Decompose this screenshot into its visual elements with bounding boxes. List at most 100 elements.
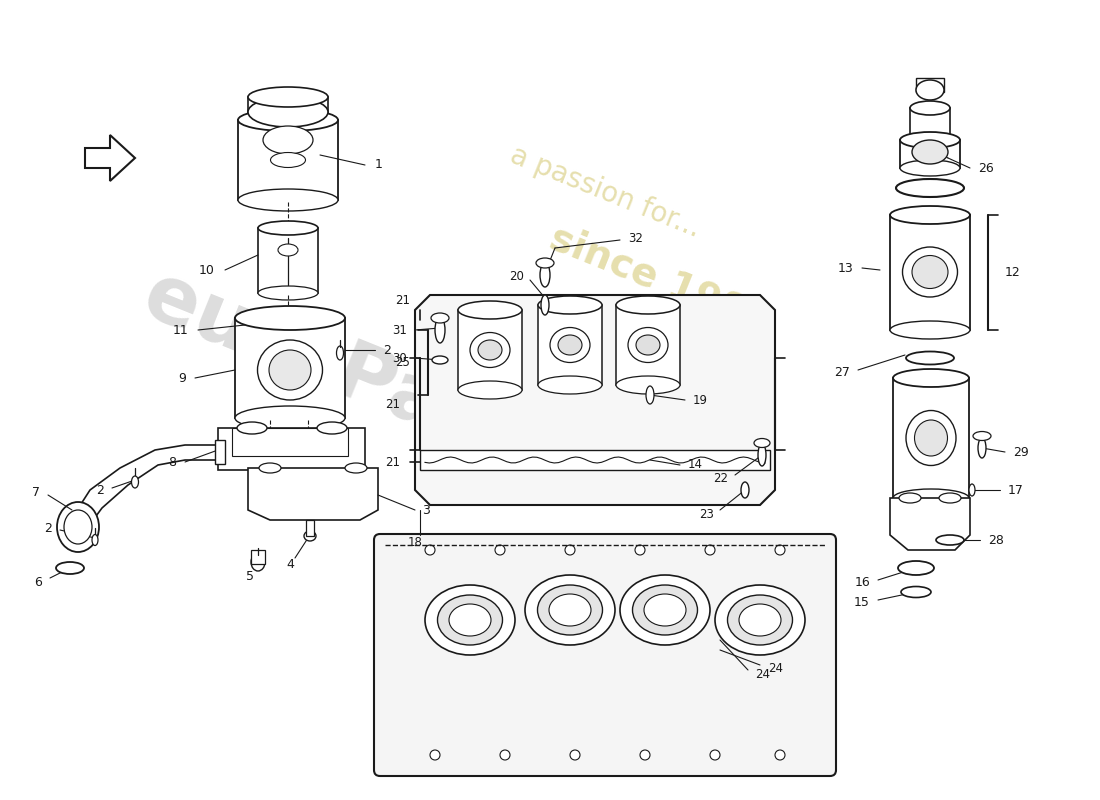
Ellipse shape <box>900 160 960 176</box>
Polygon shape <box>415 295 776 505</box>
Bar <box>420 450 770 470</box>
Ellipse shape <box>500 750 510 760</box>
Ellipse shape <box>538 296 602 314</box>
Text: 30: 30 <box>393 351 407 365</box>
Text: 15: 15 <box>854 597 870 610</box>
Text: 11: 11 <box>173 323 188 337</box>
Polygon shape <box>890 498 970 550</box>
Ellipse shape <box>565 545 575 555</box>
Ellipse shape <box>635 545 645 555</box>
Ellipse shape <box>632 585 697 635</box>
Ellipse shape <box>900 132 960 148</box>
Ellipse shape <box>969 484 975 496</box>
Ellipse shape <box>271 153 306 167</box>
Ellipse shape <box>893 369 969 387</box>
Text: 24: 24 <box>755 669 770 682</box>
Text: 1: 1 <box>375 158 383 171</box>
Text: 17: 17 <box>1008 483 1024 497</box>
Bar <box>238 120 338 200</box>
Bar <box>214 440 225 464</box>
Text: 23: 23 <box>700 507 714 521</box>
Ellipse shape <box>449 604 491 636</box>
Ellipse shape <box>438 595 503 645</box>
Ellipse shape <box>741 482 749 498</box>
Text: 8: 8 <box>168 455 176 469</box>
Text: 32: 32 <box>628 231 642 245</box>
Ellipse shape <box>525 575 615 645</box>
Ellipse shape <box>317 422 346 434</box>
Ellipse shape <box>251 553 265 571</box>
Ellipse shape <box>912 255 948 289</box>
Ellipse shape <box>478 340 502 360</box>
Bar <box>538 305 602 385</box>
Ellipse shape <box>616 376 680 394</box>
Ellipse shape <box>235 406 345 430</box>
Ellipse shape <box>616 296 680 314</box>
Text: euroParts: euroParts <box>131 257 573 495</box>
Polygon shape <box>232 428 348 456</box>
Bar <box>248 97 328 120</box>
Bar <box>235 318 345 418</box>
Polygon shape <box>218 428 365 470</box>
Ellipse shape <box>636 335 660 355</box>
Ellipse shape <box>538 376 602 394</box>
Text: 21: 21 <box>385 398 400 410</box>
Ellipse shape <box>890 321 970 339</box>
Ellipse shape <box>776 545 785 555</box>
Ellipse shape <box>238 189 338 211</box>
Ellipse shape <box>758 444 766 466</box>
Ellipse shape <box>978 438 986 458</box>
Text: 31: 31 <box>392 323 407 337</box>
Ellipse shape <box>727 595 792 645</box>
Text: 20: 20 <box>509 270 524 282</box>
Ellipse shape <box>458 301 522 319</box>
Text: 19: 19 <box>693 394 708 406</box>
Ellipse shape <box>705 545 715 555</box>
Ellipse shape <box>558 335 582 355</box>
Text: 2: 2 <box>383 343 390 357</box>
Ellipse shape <box>914 420 947 456</box>
Ellipse shape <box>238 109 338 131</box>
Ellipse shape <box>620 575 710 645</box>
Ellipse shape <box>776 750 785 760</box>
Ellipse shape <box>432 356 448 364</box>
Text: 7: 7 <box>32 486 40 498</box>
Ellipse shape <box>939 493 961 503</box>
Ellipse shape <box>425 545 435 555</box>
Text: 26: 26 <box>978 162 993 174</box>
Text: 13: 13 <box>837 262 852 274</box>
Ellipse shape <box>458 381 522 399</box>
Ellipse shape <box>257 340 322 400</box>
Ellipse shape <box>710 750 720 760</box>
Ellipse shape <box>628 327 668 362</box>
FancyBboxPatch shape <box>374 534 836 776</box>
Text: 6: 6 <box>34 575 42 589</box>
Bar <box>900 140 960 168</box>
Ellipse shape <box>974 431 991 441</box>
Ellipse shape <box>56 562 84 574</box>
Text: 12: 12 <box>1005 266 1021 278</box>
Ellipse shape <box>901 586 931 598</box>
Ellipse shape <box>902 247 957 297</box>
Bar <box>890 215 970 330</box>
Ellipse shape <box>540 263 550 287</box>
Ellipse shape <box>896 179 964 197</box>
Ellipse shape <box>715 585 805 655</box>
Bar <box>616 305 680 385</box>
Ellipse shape <box>936 535 964 545</box>
Ellipse shape <box>434 317 446 343</box>
Ellipse shape <box>430 750 440 760</box>
Ellipse shape <box>754 438 770 447</box>
Ellipse shape <box>132 476 139 488</box>
Text: 16: 16 <box>855 577 870 590</box>
Ellipse shape <box>337 346 343 360</box>
Ellipse shape <box>258 286 318 300</box>
Ellipse shape <box>248 97 328 127</box>
Ellipse shape <box>890 206 970 224</box>
Ellipse shape <box>541 295 549 315</box>
Bar <box>893 378 969 498</box>
Text: 4: 4 <box>286 558 294 571</box>
Bar <box>258 228 318 293</box>
Text: 22: 22 <box>713 471 728 485</box>
Text: 14: 14 <box>688 458 703 471</box>
